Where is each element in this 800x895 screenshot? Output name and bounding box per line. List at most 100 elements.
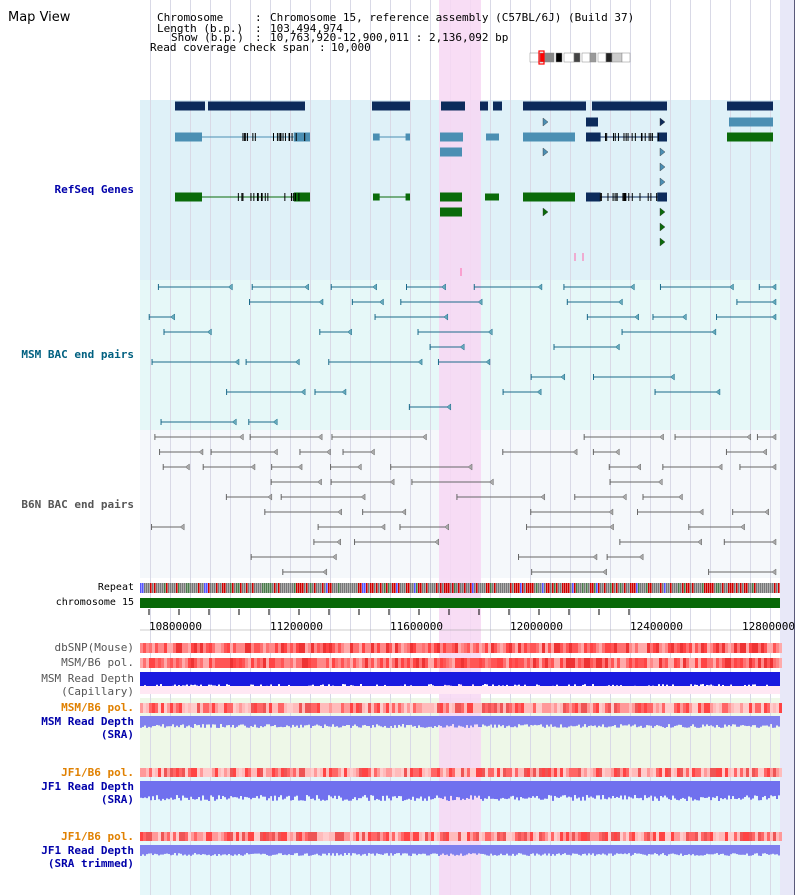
- msm-b6-pol-cell: [761, 658, 764, 668]
- chromosome-bar[interactable]: [140, 598, 780, 608]
- msm-depth-sra-bar: [154, 716, 156, 726]
- strand-arrow[interactable]: [659, 162, 666, 172]
- gene-feature[interactable]: [440, 132, 463, 142]
- gene-feature[interactable]: [729, 117, 773, 127]
- axis-tick-label: 12000000: [510, 620, 563, 633]
- strand-arrow[interactable]: [659, 117, 666, 127]
- jf1-b6-pol-cell: [584, 768, 587, 777]
- track-label-jf1-b6-pol-1[interactable]: JF1/B6 pol.: [61, 766, 134, 779]
- track-label-chromosome[interactable]: chromosome 15: [55, 597, 134, 608]
- gene-exon[interactable]: [373, 193, 380, 201]
- repeat-element: [442, 583, 444, 593]
- gene-feature[interactable]: [586, 117, 598, 127]
- strand-arrow[interactable]: [542, 117, 549, 127]
- track-label-b6n-bac[interactable]: B6N BAC end pairs: [21, 498, 134, 511]
- ideogram-position-marker[interactable]: [538, 50, 545, 65]
- track-label-jf1-depth-trim-1[interactable]: JF1 Read Depth: [41, 844, 134, 857]
- track-label-dbsnp[interactable]: dbSNP(Mouse): [54, 641, 134, 654]
- vertical-scroll-strip[interactable]: [780, 0, 794, 895]
- jf1-b6-pol-cell: [530, 768, 533, 777]
- strand-arrow[interactable]: [542, 207, 549, 217]
- jf1-b6-pol-trim-cell: [167, 832, 170, 841]
- gene-feature[interactable]: [727, 132, 773, 142]
- strand-arrow[interactable]: [659, 222, 666, 232]
- gene-feature[interactable]: [372, 101, 410, 111]
- msm-bac-pair-end: [729, 283, 734, 291]
- gene-feature[interactable]: [485, 193, 499, 201]
- jf1-depth-sra-bar: [222, 781, 224, 796]
- dbsnp-cell: [629, 643, 632, 653]
- msm-depth-sra-bar: [544, 716, 546, 728]
- msm-depth-sra-bar: [268, 716, 270, 725]
- msm-depth-capillary-bar: [414, 672, 416, 688]
- repeat-element: [632, 583, 634, 593]
- track-label-msm-depth-sra-1[interactable]: MSM Read Depth: [41, 715, 134, 728]
- dbsnp-cell: [656, 643, 659, 653]
- jf1-depth-sra-bar: [440, 781, 442, 799]
- gene-exon[interactable]: [657, 132, 667, 142]
- strand-arrow[interactable]: [659, 237, 666, 247]
- jf1-b6-pol-trim-cell: [476, 832, 479, 841]
- track-label-jf1-depth-sra-1[interactable]: JF1 Read Depth: [41, 780, 134, 793]
- msm-depth-capillary-bar: [464, 672, 466, 687]
- jf1-b6-pol-cell: [404, 768, 407, 777]
- gene-feature[interactable]: [440, 147, 462, 157]
- msm-b6-pol-sra-cell: [527, 703, 530, 713]
- gene-feature[interactable]: [523, 101, 586, 111]
- msm-depth-sra-bar: [220, 716, 222, 725]
- gene-feature[interactable]: [175, 132, 202, 142]
- strand-arrow[interactable]: [659, 207, 666, 217]
- strand-arrow[interactable]: [659, 147, 666, 157]
- gene-feature[interactable]: [592, 101, 667, 111]
- gene-exon[interactable]: [405, 193, 410, 201]
- msm-depth-capillary-bar: [634, 672, 636, 686]
- track-label-msm-bac[interactable]: MSM BAC end pairs: [21, 348, 134, 361]
- msm-depth-capillary-bar: [620, 672, 622, 686]
- gene-exon[interactable]: [293, 192, 310, 202]
- gene-exon[interactable]: [405, 133, 410, 141]
- msm-b6-pol-sra-cell: [572, 703, 575, 713]
- strand-arrow[interactable]: [542, 147, 549, 157]
- gene-exon[interactable]: [657, 192, 667, 202]
- gene-feature[interactable]: [523, 132, 575, 142]
- b6n-bac-pair-end: [572, 448, 578, 456]
- track-label-refseq[interactable]: RefSeq Genes: [54, 183, 134, 196]
- repeat-element: [222, 583, 224, 593]
- gene-feature[interactable]: [440, 207, 462, 217]
- gene-feature[interactable]: [175, 101, 205, 111]
- track-label-msm-b6-pol-1[interactable]: MSM/B6 pol.: [61, 656, 134, 669]
- gene-feature[interactable]: [523, 192, 575, 202]
- msm-b6-pol-cell: [452, 658, 455, 668]
- gene-feature[interactable]: [486, 133, 499, 141]
- gene-feature[interactable]: [441, 101, 465, 111]
- gene-feature[interactable]: [493, 101, 502, 111]
- strand-arrow[interactable]: [659, 177, 666, 187]
- jf1-b6-pol-cell: [539, 768, 542, 777]
- gene-exon[interactable]: [293, 132, 310, 142]
- gene-feature[interactable]: [175, 192, 202, 202]
- jf1-b6-pol-cell: [734, 768, 737, 777]
- msm-depth-sra-bar: [408, 716, 410, 726]
- jf1-b6-pol-trim-cell: [710, 832, 713, 841]
- gene-exon[interactable]: [586, 192, 601, 202]
- track-label-repeat[interactable]: Repeat: [97, 582, 134, 593]
- dbsnp-cell: [191, 643, 194, 653]
- track-label-msm-b6-pol-2[interactable]: MSM/B6 pol.: [61, 701, 134, 714]
- gene-exon[interactable]: [373, 133, 380, 141]
- jf1-depth-sra-bar: [514, 781, 516, 800]
- track-label-jf1-b6-pol-2[interactable]: JF1/B6 pol.: [61, 830, 134, 843]
- jf1-depth-sra-bar: [510, 781, 512, 797]
- jf1-b6-pol-trim-cell: [509, 832, 512, 841]
- gene-feature[interactable]: [208, 101, 305, 111]
- repeat-element: [530, 583, 532, 593]
- msm-b6-pol-cell: [227, 658, 230, 668]
- gene-feature[interactable]: [727, 101, 773, 111]
- track-label-msm-depth-capillary-1[interactable]: MSM Read Depth: [41, 672, 134, 685]
- jf1-depth-sra-bar: [454, 781, 456, 800]
- gene-feature[interactable]: [440, 192, 462, 202]
- gene-feature[interactable]: [480, 101, 488, 111]
- gene-exon[interactable]: [586, 132, 601, 142]
- msm-b6-pol-sra-cell: [206, 703, 209, 713]
- repeat-element: [740, 583, 742, 593]
